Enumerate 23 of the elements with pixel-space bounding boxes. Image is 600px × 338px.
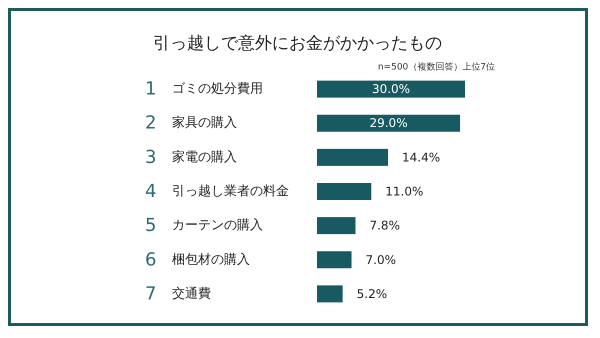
y-tick-label: 1 ゴミの処分費用 [145, 78, 263, 100]
bar [317, 114, 460, 132]
data-label: 11.0% [385, 184, 424, 198]
bar [317, 251, 352, 268]
data-label: 5.2% [356, 286, 388, 301]
data-label: 7.0% [366, 252, 396, 267]
data-label: 14.4% [402, 150, 440, 164]
y-tick-label: 7 交通費 [145, 283, 211, 304]
y-tick-label: 4 引っ越し業者の料金 [145, 181, 289, 202]
y-tick-label: 6 梱包材の購入 [145, 249, 250, 270]
bar [317, 148, 388, 166]
annotation: n=500（複数回答）上位7位 [378, 62, 496, 72]
data-label: 29.0% [369, 116, 408, 130]
data-label: 30.0% [372, 82, 410, 96]
bar [317, 217, 356, 234]
y-tick-label: 3 家電の購入 [145, 146, 237, 168]
bar [317, 183, 372, 200]
chart-title: 引っ越しで意外にお金がかかったもの [153, 34, 442, 54]
y-tick-label: 5 カーテンの購入 [145, 215, 263, 236]
data-label: 7.8% [369, 218, 400, 233]
bar [317, 285, 343, 302]
y-tick-label: 2 家具の購入 [145, 112, 237, 134]
bar [317, 80, 465, 98]
